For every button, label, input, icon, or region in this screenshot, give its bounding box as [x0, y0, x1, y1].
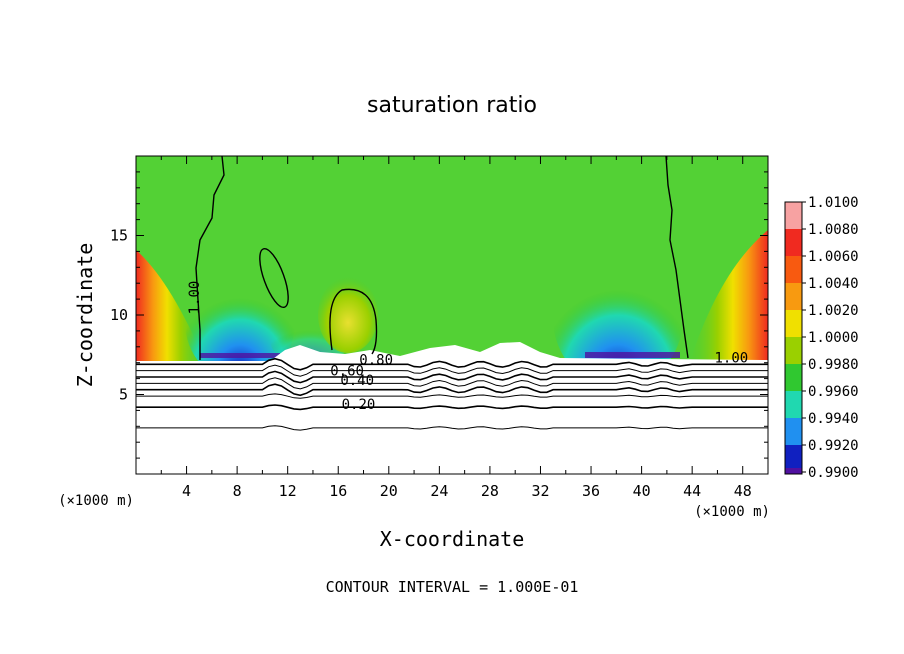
contour-line — [136, 357, 768, 371]
heatmap-field — [136, 156, 768, 474]
x-tick-label: 28 — [481, 482, 499, 500]
y-axis-label: Z-coordinate — [73, 243, 97, 388]
colorbar-label: 1.0040 — [808, 276, 859, 292]
x-unit-left: (×1000 m) — [58, 493, 134, 509]
chart-title: saturation ratio — [367, 93, 537, 118]
colorbar-label: 0.9900 — [808, 465, 859, 481]
x-tick-label: 32 — [531, 482, 549, 500]
x-tick-label: 12 — [279, 482, 297, 500]
contour-line — [136, 377, 768, 390]
colorbar-frame — [784, 201, 803, 475]
contour-1.00-ring — [259, 247, 289, 309]
contour-line — [136, 383, 768, 397]
colorbar-swatch — [785, 283, 802, 310]
colorbar-label: 1.0060 — [808, 249, 859, 265]
colorbar-swatch — [785, 256, 802, 283]
colorbar-label: 1.0100 — [808, 195, 859, 211]
colorbar-swatch — [785, 418, 802, 445]
colorbar-swatch — [785, 310, 802, 337]
colorbar-swatch — [785, 445, 802, 472]
contour-lines — [136, 357, 768, 431]
contour-1.00-right — [665, 156, 689, 359]
x-tick-label: 4 — [182, 482, 191, 500]
contour-label: 1.00 — [187, 281, 203, 315]
colorbar: 1.0100 1.0080 1.0060 1.0040 1.0020 1.0000 0.99… — [784, 195, 859, 481]
contour-line — [136, 393, 768, 399]
x-unit-right: (×1000 m) — [694, 504, 770, 520]
x-tick-label: 36 — [582, 482, 600, 500]
contour-1.00-left — [195, 156, 225, 360]
warm-bubble — [318, 277, 378, 353]
x-tick-label: 24 — [430, 482, 448, 500]
colorbar-swatch-bottom — [785, 468, 802, 474]
y-tick-label: 15 — [110, 227, 128, 245]
x-tick-label: 40 — [633, 482, 651, 500]
colorbar-label: 0.9940 — [808, 411, 859, 427]
contour-1.00-bubble — [329, 288, 378, 355]
x-tick-label: 44 — [683, 482, 701, 500]
colorbar-label: 1.0080 — [808, 222, 859, 238]
contour-label: 0.80 — [359, 352, 393, 368]
colorbar-swatch — [785, 202, 802, 229]
surface-low-band-left — [200, 353, 280, 358]
colorbar-label: 1.0000 — [808, 330, 859, 346]
x-axis-label: X-coordinate — [380, 527, 525, 551]
contour-labels-group: 1.00 1.00 0.800.600.40 0.20 — [187, 281, 748, 413]
colorbar-label: 1.0020 — [808, 303, 859, 319]
colorbar-swatch — [785, 391, 802, 418]
colorbar-swatch — [785, 337, 802, 364]
contour-interval-footer: CONTOUR INTERVAL = 1.000E-01 — [326, 578, 579, 596]
x-tick-label: 16 — [329, 482, 347, 500]
contour-line — [136, 370, 768, 384]
contour-label: 0.20 — [342, 397, 376, 413]
contour-label: 1.00 — [714, 351, 748, 367]
y-tick-label: 10 — [110, 306, 128, 324]
x-tick-label: 8 — [233, 482, 242, 500]
contour-line — [136, 425, 768, 431]
colorbar-label: 0.9920 — [808, 438, 859, 454]
cold-region-left — [185, 262, 295, 382]
colorbar-swatch — [785, 364, 802, 391]
x-axis-ticks: 4 8 12 16 20 24 28 32 36 40 44 48 — [160, 156, 752, 500]
x-tick-label: 48 — [734, 482, 752, 500]
contour-label: 0.40 — [340, 373, 374, 389]
y-axis-ticks: 5 10 15 — [110, 171, 768, 459]
colorbar-label: 0.9980 — [808, 357, 859, 373]
contour-line — [136, 364, 768, 377]
colorbar-swatch — [785, 229, 802, 256]
contour-line — [136, 404, 768, 411]
right-warm-region — [690, 230, 768, 361]
surface-low-band-right — [585, 352, 680, 358]
x-tick-label: 20 — [380, 482, 398, 500]
y-tick-label: 5 — [119, 386, 128, 404]
colorbar-label: 0.9960 — [808, 384, 859, 400]
contour-label: 0.60 — [330, 363, 364, 379]
